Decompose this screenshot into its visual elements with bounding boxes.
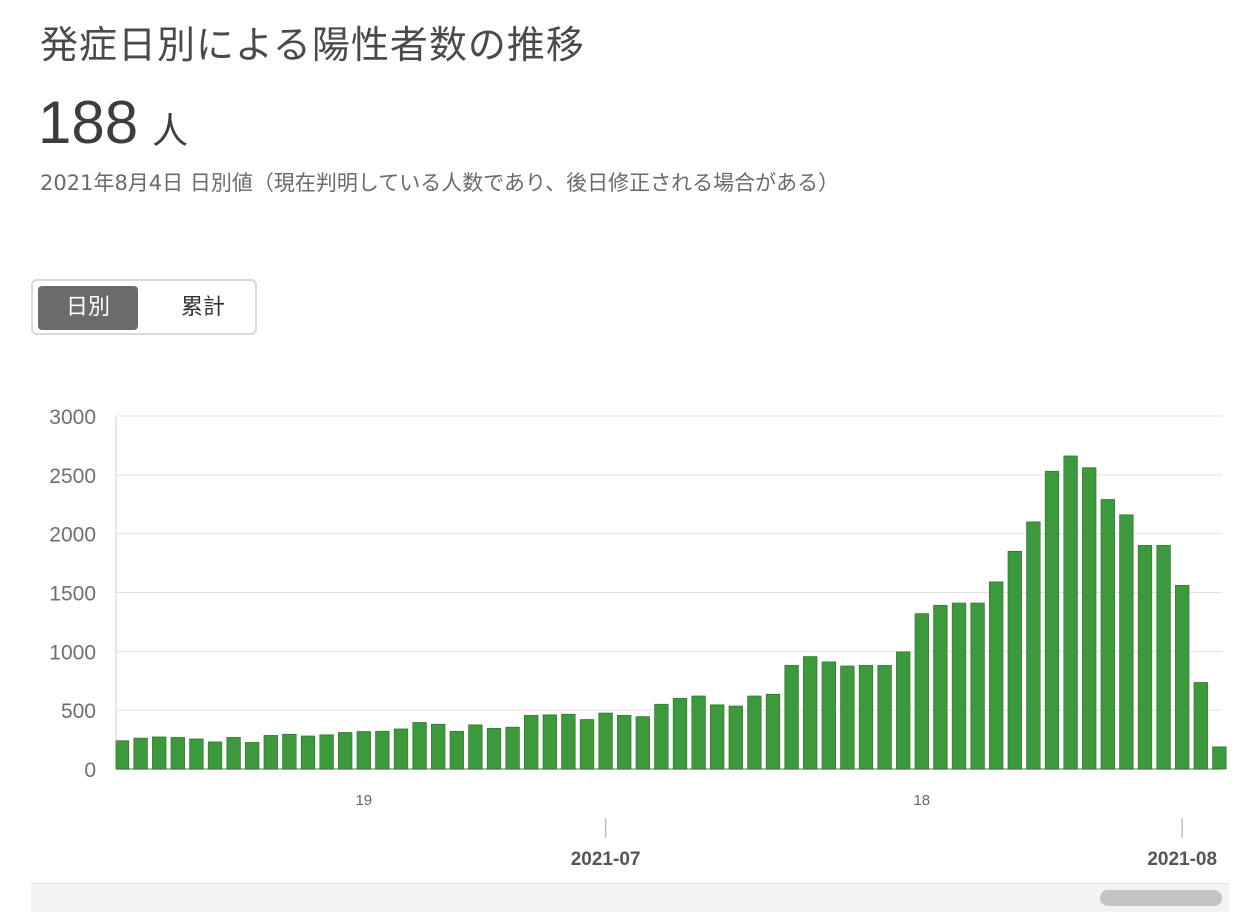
- x-month-label: 2021-07: [571, 849, 641, 870]
- y-tick-label: 0: [84, 759, 96, 782]
- cumulative-button[interactable]: 累計: [180, 295, 225, 320]
- y-tick-label: 500: [61, 700, 96, 723]
- bar: [486, 728, 502, 770]
- bar: [840, 665, 855, 770]
- bar: [412, 722, 427, 770]
- bar: [784, 665, 799, 770]
- bar: [672, 698, 688, 770]
- page-title: 発症日別による陽性者数の推移: [40, 23, 585, 67]
- bar: [170, 737, 185, 770]
- bar: [189, 738, 204, 770]
- bar: [951, 602, 967, 770]
- bar: [710, 704, 725, 770]
- bar: [747, 695, 762, 770]
- bar: [728, 705, 743, 770]
- daily-button[interactable]: 日別: [38, 286, 138, 330]
- bar: [1175, 585, 1190, 770]
- x-month-label: 2021-08: [1147, 849, 1217, 870]
- bar: [598, 712, 613, 770]
- bar: [1193, 682, 1208, 770]
- bar: [561, 713, 576, 770]
- bar: [1156, 545, 1171, 770]
- bar: [300, 735, 316, 770]
- bar: [803, 656, 818, 770]
- bar: [1137, 545, 1153, 770]
- bar: [263, 735, 278, 770]
- bar: [468, 724, 483, 770]
- bar: [393, 728, 409, 770]
- bar: [542, 714, 557, 770]
- bar: [877, 665, 892, 770]
- bar: [449, 730, 464, 770]
- bar: [152, 736, 167, 770]
- bar: [617, 715, 632, 770]
- bar: [1100, 499, 1115, 770]
- horizontal-scrollbar[interactable]: [31, 883, 1229, 912]
- bar: [635, 716, 650, 770]
- value-number: 188: [38, 89, 139, 156]
- bar: [933, 605, 948, 770]
- bar: [207, 741, 223, 770]
- value-caption: 2021年8月4日 日別値（現在判明している人数であり、後日修正される場合がある…: [40, 171, 840, 195]
- bar: [115, 740, 130, 770]
- bar: [896, 651, 911, 770]
- scrollbar-thumb[interactable]: [1100, 890, 1222, 906]
- bar: [226, 737, 241, 770]
- view-toggle: 日別 累計: [31, 279, 257, 335]
- bar: [431, 723, 446, 770]
- bar: [970, 602, 985, 770]
- bar: [1044, 470, 1060, 770]
- bar: [524, 715, 539, 770]
- bar: [989, 581, 1004, 770]
- bar: [765, 693, 781, 770]
- bar: [914, 613, 929, 770]
- bar: [1026, 521, 1041, 770]
- bar: [579, 719, 595, 770]
- y-tick-label: 1500: [49, 583, 96, 606]
- bar: [654, 703, 669, 770]
- bar: [1119, 514, 1134, 770]
- bar: [1007, 550, 1022, 770]
- bar: [282, 733, 297, 770]
- bar: [133, 737, 148, 770]
- bar: [245, 742, 260, 770]
- bar: [1212, 746, 1227, 770]
- bar: [1082, 467, 1097, 770]
- bar: [375, 730, 390, 770]
- bar: [505, 726, 520, 770]
- x-week-label: 18: [913, 792, 930, 809]
- y-tick-label: 2500: [49, 465, 96, 488]
- bar: [691, 695, 706, 770]
- value-unit: 人: [152, 111, 189, 152]
- bar: [319, 734, 334, 770]
- y-tick-label: 2000: [49, 524, 96, 547]
- current-value: 188 人: [38, 88, 188, 157]
- y-tick-label: 3000: [49, 406, 96, 429]
- bar: [858, 665, 874, 770]
- bar: [1063, 455, 1078, 770]
- x-week-label: 19: [355, 792, 372, 809]
- bar: [338, 732, 353, 770]
- bar: [821, 661, 836, 770]
- bar: [356, 731, 371, 770]
- y-tick-label: 1000: [49, 641, 96, 664]
